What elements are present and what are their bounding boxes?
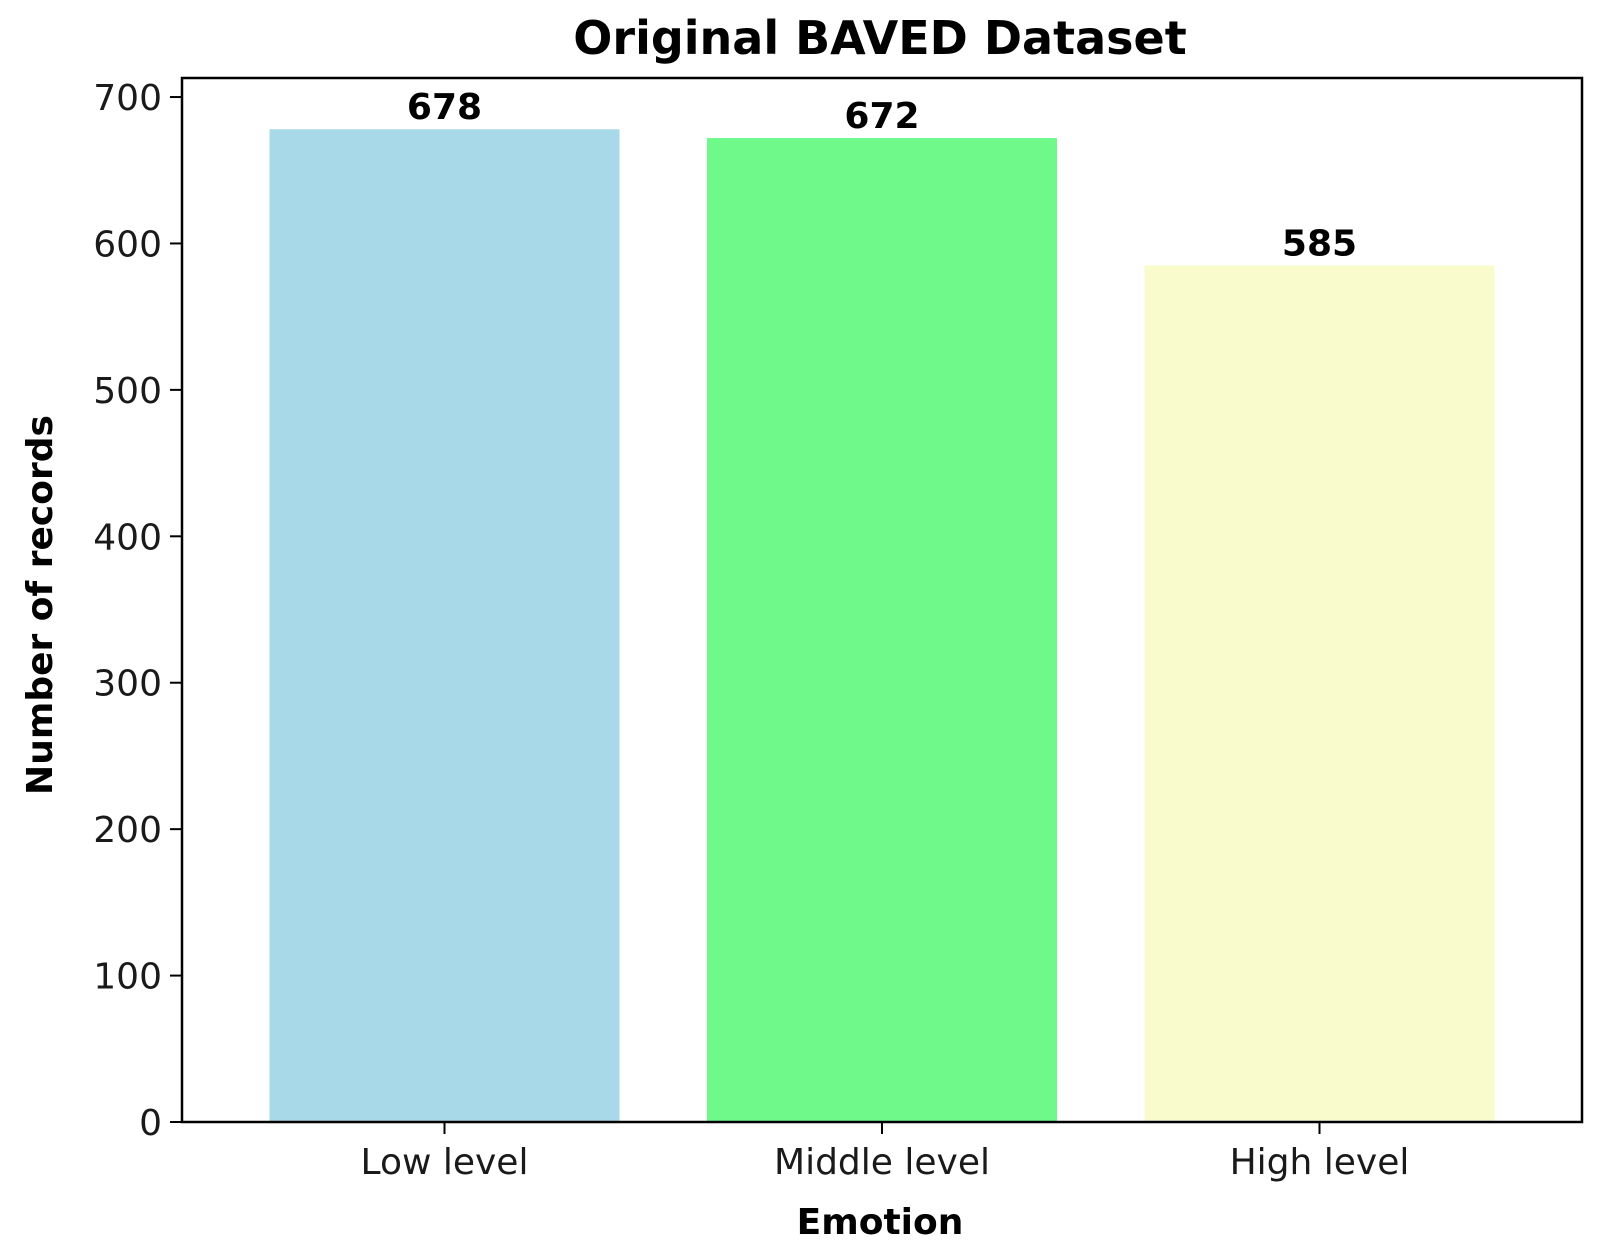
data-label: 678 <box>407 87 482 128</box>
y-axis-label: Number of records <box>20 415 61 795</box>
y-tick-label: 0 <box>139 1103 162 1144</box>
x-tick-label: High level <box>1230 1142 1410 1183</box>
y-tick-label: 200 <box>93 810 162 851</box>
bar-middle-level <box>707 138 1057 1122</box>
plot-frame <box>180 76 1584 1124</box>
y-axis: 0 100 200 300 400 500 600 700 <box>93 78 182 1144</box>
bar-high-level <box>1144 265 1495 1123</box>
y-tick-label: 300 <box>93 664 162 705</box>
x-tick-label: Low level <box>361 1142 529 1183</box>
chart-title: Original BAVED Dataset <box>573 11 1186 65</box>
bars-layer: 678 672 585 <box>269 87 1495 1123</box>
bar-low-level <box>269 129 620 1123</box>
x-axis-label: Emotion <box>797 1202 964 1243</box>
x-tick-label: Middle level <box>774 1142 990 1183</box>
data-label: 672 <box>844 96 919 137</box>
y-tick-label: 100 <box>93 957 162 998</box>
y-tick-label: 500 <box>93 371 162 412</box>
y-tick-label: 400 <box>93 517 162 558</box>
x-axis: Low level Middle level High level <box>361 1122 1410 1183</box>
data-label: 585 <box>1282 223 1357 264</box>
y-tick-label: 700 <box>93 78 162 119</box>
y-tick-label: 600 <box>93 224 162 265</box>
